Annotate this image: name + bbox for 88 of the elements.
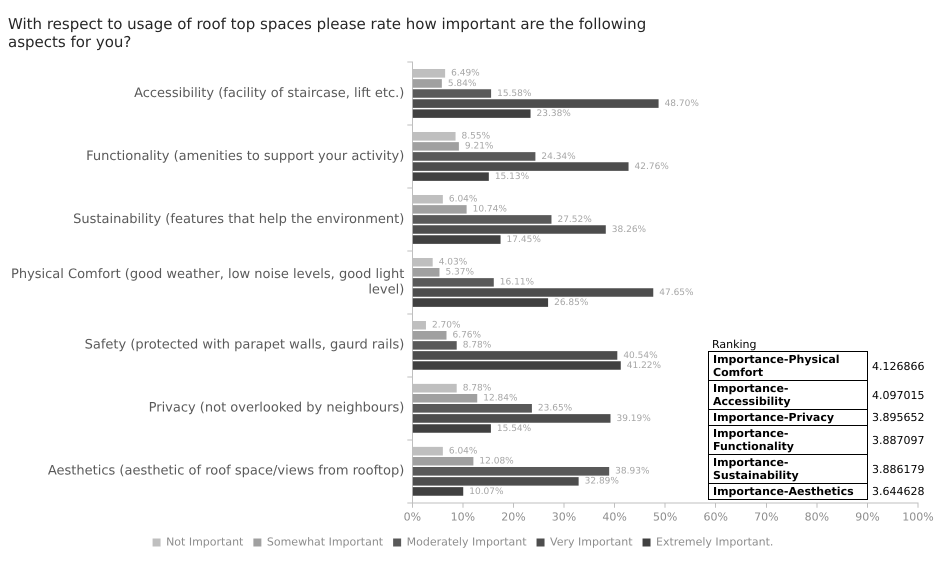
- x-tick-label: 100%: [902, 510, 934, 524]
- data-label: 38.26%: [612, 224, 647, 235]
- data-label: 8.78%: [462, 384, 492, 394]
- legend-label: Somewhat Important: [266, 535, 384, 548]
- data-label: 23.65%: [538, 404, 573, 414]
- x-tick-label: 80%: [804, 510, 830, 524]
- data-label: 8.55%: [462, 132, 491, 142]
- data-label: 39.19%: [616, 414, 652, 424]
- data-label: 6.49%: [451, 68, 480, 79]
- annotation: 3.644628: [868, 484, 928, 500]
- bar: [412, 361, 621, 370]
- data-label: 23.38%: [536, 108, 572, 119]
- data-label: 42.76%: [634, 162, 670, 172]
- bar: [412, 172, 489, 181]
- data-label: 10.74%: [472, 204, 508, 215]
- bar: [412, 235, 501, 244]
- x-tick-label: 40%: [602, 510, 627, 524]
- data-label: 9.21%: [464, 142, 494, 152]
- data-label: 12.84%: [483, 394, 518, 404]
- y-tick-label: Physical Comfort (good weather, low noise levels, good light level): [10, 266, 404, 298]
- x-tick-label: 70%: [754, 510, 779, 524]
- data-label: 6.76%: [452, 330, 482, 341]
- bar: [412, 162, 629, 171]
- y-tick-label: Sustainability (features that help the environment): [73, 212, 404, 227]
- data-label: 16.11%: [500, 278, 535, 288]
- data-label: 12.08%: [479, 456, 514, 467]
- annotation: Importance-Sustainability: [708, 454, 868, 484]
- data-label: 15.54%: [496, 424, 532, 434]
- bar: [412, 142, 459, 151]
- bar: [412, 394, 478, 403]
- data-label: 15.13%: [494, 172, 530, 182]
- bar: [412, 152, 536, 161]
- y-tick-label: Functionality (amenities to support your activity): [86, 148, 404, 164]
- bar: [412, 487, 464, 496]
- x-tick-label: 10%: [450, 510, 476, 524]
- data-label: 6.04%: [448, 194, 478, 205]
- y-tick-label: Safety (protected with parapet walls, gaurd rails): [84, 338, 404, 353]
- y-tick-label: Privacy (not overlooked by neighbours): [148, 400, 404, 416]
- bar: [412, 79, 442, 88]
- data-label: 5.84%: [448, 78, 477, 89]
- data-label: 47.65%: [659, 288, 694, 298]
- bar: [412, 205, 467, 214]
- data-label: 4.03%: [438, 258, 468, 268]
- bar: [412, 298, 548, 307]
- bar: [412, 109, 531, 118]
- data-label: 15.58%: [497, 88, 532, 99]
- data-label: 40.54%: [623, 350, 658, 361]
- data-label: 41.22%: [626, 360, 662, 371]
- bar: [412, 268, 440, 277]
- annotation: 4.097015: [868, 380, 928, 410]
- x-tick-label: 50%: [652, 510, 678, 524]
- annotation: Ranking: [711, 338, 758, 351]
- annotation: Importance-Privacy: [708, 410, 868, 426]
- chart-title: With respect to usage of roof top spaces please rate how important are the following aspects for you?: [8, 14, 646, 51]
- data-label: 32.89%: [584, 476, 620, 487]
- legend-label: Not Important: [166, 535, 244, 548]
- annotation: 3.886179: [868, 454, 928, 484]
- data-label: 26.85%: [554, 298, 589, 308]
- legend-label: Moderately Important: [406, 535, 528, 548]
- data-label: 24.34%: [541, 152, 576, 162]
- bar: [412, 456, 474, 466]
- annotation: Importance-Aesthetics: [708, 484, 868, 500]
- data-label: 17.45%: [506, 234, 542, 245]
- annotation: 4.126866: [868, 352, 928, 380]
- data-label: 27.52%: [557, 214, 592, 225]
- x-tick-label: 30%: [552, 510, 576, 524]
- legend-label: Very Important: [550, 535, 634, 548]
- bar: [412, 331, 446, 340]
- y-tick-label: Aesthetics (aesthetic of roof space/views from rooftop): [48, 464, 404, 479]
- data-label: 6.04%: [448, 446, 478, 457]
- data-label: 5.37%: [445, 268, 475, 278]
- legend-label: Extremely Important.: [656, 535, 774, 548]
- data-label: 38.93%: [615, 466, 650, 477]
- data-label: 2.70%: [432, 320, 462, 331]
- y-tick-label: Accessibility (facility of staircase, lift etc.): [134, 86, 404, 101]
- x-tick-label: 20%: [501, 510, 526, 524]
- annotation: Importance-Accessibility: [708, 380, 868, 410]
- data-label: 48.70%: [664, 98, 700, 109]
- x-tick-label: 60%: [704, 510, 728, 524]
- x-tick-label: 90%: [855, 510, 880, 524]
- bar: [412, 424, 491, 433]
- data-label: 8.78%: [462, 340, 492, 351]
- x-tick-label: 0%: [404, 510, 422, 524]
- annotation: Importance-Functionality: [708, 426, 868, 454]
- annotation: 3.887097: [868, 426, 928, 454]
- annotation: Importance-Physical Comfort: [708, 352, 868, 380]
- data-label: 10.07%: [469, 486, 504, 497]
- annotation: 3.895652: [868, 410, 928, 426]
